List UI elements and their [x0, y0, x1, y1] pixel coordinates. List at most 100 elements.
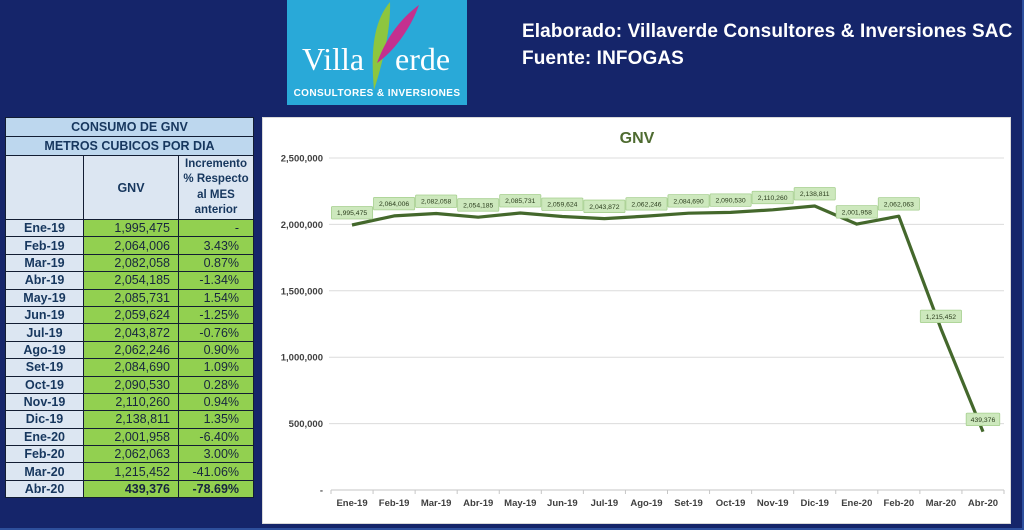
- data-label-text: 2,110,260: [758, 195, 788, 202]
- data-label-box: [331, 206, 374, 220]
- data-label-text: 2,082,058: [421, 199, 451, 206]
- cell-pct: -0.76%: [177, 323, 255, 342]
- cell-gnv: 2,064,006: [83, 236, 179, 255]
- logo-brand-left: Villa: [302, 41, 364, 77]
- y-axis-label: 2,500,000: [281, 154, 323, 165]
- cell-pct: 1.35%: [177, 410, 255, 429]
- x-axis-label: Jun-19: [547, 498, 578, 509]
- cell-gnv: 2,110,260: [83, 392, 179, 412]
- table-row: Abr-20 439,376 -78.69%: [5, 479, 255, 499]
- table-row: Feb-20 2,062,063 3.00%: [5, 445, 255, 464]
- data-label-box: [499, 194, 542, 208]
- logo-brand-right: erde: [395, 41, 450, 77]
- cell-month: Ene-20: [5, 427, 84, 447]
- cell-gnv: 2,084,690: [83, 358, 179, 377]
- data-label-box: [793, 187, 836, 201]
- data-label-box: [751, 190, 794, 205]
- data-label-text: 2,085,731: [505, 198, 535, 205]
- cell-month: Abr-20: [5, 479, 84, 499]
- x-axis-label: Jul-19: [591, 498, 618, 509]
- table-body: Ene-19 1,995,475- Feb-19 2,064,006 3.43% Mar-…: [5, 218, 255, 499]
- consumption-table-panel: CONSUMO DE GNV METROS CUBICOS POR DIA GN…: [4, 117, 255, 499]
- cell-pct: -1.34%: [177, 271, 255, 290]
- x-axis-label: Oct-19: [716, 498, 746, 509]
- data-label-box: [373, 197, 416, 211]
- logo-graphic: Villa erde CONSULTORES & INVERSIONES: [294, 2, 460, 99]
- data-label-box: [541, 197, 584, 211]
- data-label-text: 2,001,958: [842, 209, 872, 216]
- cell-pct: 0.94%: [177, 392, 255, 412]
- data-label-text: 2,059,624: [547, 202, 577, 209]
- data-label-text: 2,138,811: [800, 191, 830, 198]
- table-title-1: CONSUMO DE GNV: [4, 117, 255, 137]
- data-label-text: 2,043,872: [589, 204, 619, 211]
- y-axis-label: 2,000,000: [281, 220, 323, 231]
- cell-gnv: 439,376: [83, 479, 179, 499]
- x-axis-label: Set-19: [674, 498, 703, 509]
- cell-pct: 1.09%: [177, 358, 255, 377]
- cell-month: Dic-19: [5, 410, 84, 429]
- cell-pct: 0.28%: [177, 375, 255, 394]
- x-axis-label: Mar-19: [421, 498, 452, 509]
- cell-pct: -: [177, 218, 255, 238]
- villaverde-logo: Villa erde CONSULTORES & INVERSIONES: [287, 0, 467, 105]
- y-axis-label: -: [320, 486, 323, 497]
- cell-gnv: 2,082,058: [83, 253, 179, 273]
- table-row: Jun-19 2,059,624 -1.25%: [5, 305, 255, 325]
- fuente-line: Fuente: INFOGAS: [522, 48, 684, 69]
- cell-pct: -6.40%: [177, 427, 255, 447]
- x-axis-label: Ene-19: [336, 498, 367, 509]
- table-title-2: METROS CUBICOS POR DIA: [4, 136, 255, 156]
- y-axis-label: 1,000,000: [281, 353, 323, 364]
- x-axis-label: Feb-19: [379, 498, 410, 509]
- cell-month: Feb-19: [5, 236, 84, 255]
- x-axis-label: Dic-19: [800, 498, 829, 509]
- col-header-gnv: GNV: [83, 155, 179, 220]
- table-header-row: GNV Incremento % Respecto al MES anterio…: [5, 155, 255, 220]
- table-row: Set-19 2,084,690 1.09%: [5, 358, 255, 377]
- cell-gnv: 2,043,872: [83, 323, 179, 342]
- x-axis-label: Ago-19: [630, 498, 662, 509]
- cell-month: Mar-19: [5, 253, 84, 273]
- data-label-text: 2,064,006: [379, 201, 409, 208]
- x-axis-label: Abr-19: [463, 498, 493, 509]
- gnv-chart-svg: - 500,000 1,000,000 1,500,000 2,000,000 2,500…: [281, 130, 1005, 509]
- cell-month: May-19: [5, 288, 84, 307]
- cell-month: Ene-19: [5, 218, 84, 238]
- cell-pct: 3.43%: [177, 236, 255, 255]
- x-axis-label: Abr-20: [968, 498, 998, 509]
- data-label-box: [457, 198, 500, 212]
- x-axis-label: Nov-19: [757, 498, 789, 509]
- data-label-text: 439,376: [971, 417, 996, 424]
- data-label-box: [835, 205, 878, 219]
- cell-gnv: 2,059,624: [83, 305, 179, 325]
- data-label-text: 2,084,690: [673, 198, 703, 205]
- table-row: May-19 2,085,731 1.54%: [5, 288, 255, 307]
- leaf-green-icon: [372, 2, 391, 90]
- x-axis-label: Ene-20: [841, 498, 872, 509]
- table-title-row-2: METROS CUBICOS POR DIA: [4, 136, 255, 156]
- cell-gnv: 2,085,731: [83, 288, 179, 307]
- data-label-text: 2,090,530: [715, 198, 745, 205]
- x-axis-label: Mar-20: [926, 498, 957, 509]
- cell-month: Oct-19: [5, 375, 84, 394]
- table-row: Mar-20 1,215,452 -41.06%: [5, 462, 255, 481]
- table-row: Dic-19 2,138,811 1.35%: [5, 410, 255, 429]
- col-header-pct: Incremento % Respecto al MES anterior: [177, 155, 255, 220]
- consumption-table: CONSUMO DE GNV METROS CUBICOS POR DIA GN…: [4, 117, 255, 499]
- table-row: Abr-19 2,054,185 -1.34%: [5, 271, 255, 290]
- cell-gnv: 2,062,063: [83, 445, 179, 464]
- cell-month: Jul-19: [5, 323, 84, 342]
- data-label-text: 1,995,475: [337, 210, 367, 217]
- cell-gnv: 2,090,530: [83, 375, 179, 394]
- table-row: Jul-19 2,043,872 -0.76%: [5, 323, 255, 342]
- cell-gnv: 1,215,452: [83, 462, 179, 481]
- data-label-text: 2,062,063: [884, 201, 914, 208]
- table-title-row-1: CONSUMO DE GNV: [4, 117, 255, 137]
- data-label-box: [667, 194, 710, 208]
- data-label-box: [625, 197, 668, 211]
- cell-month: Mar-20: [5, 462, 84, 481]
- cell-pct: -1.25%: [177, 305, 255, 325]
- cell-pct: -41.06%: [177, 462, 255, 481]
